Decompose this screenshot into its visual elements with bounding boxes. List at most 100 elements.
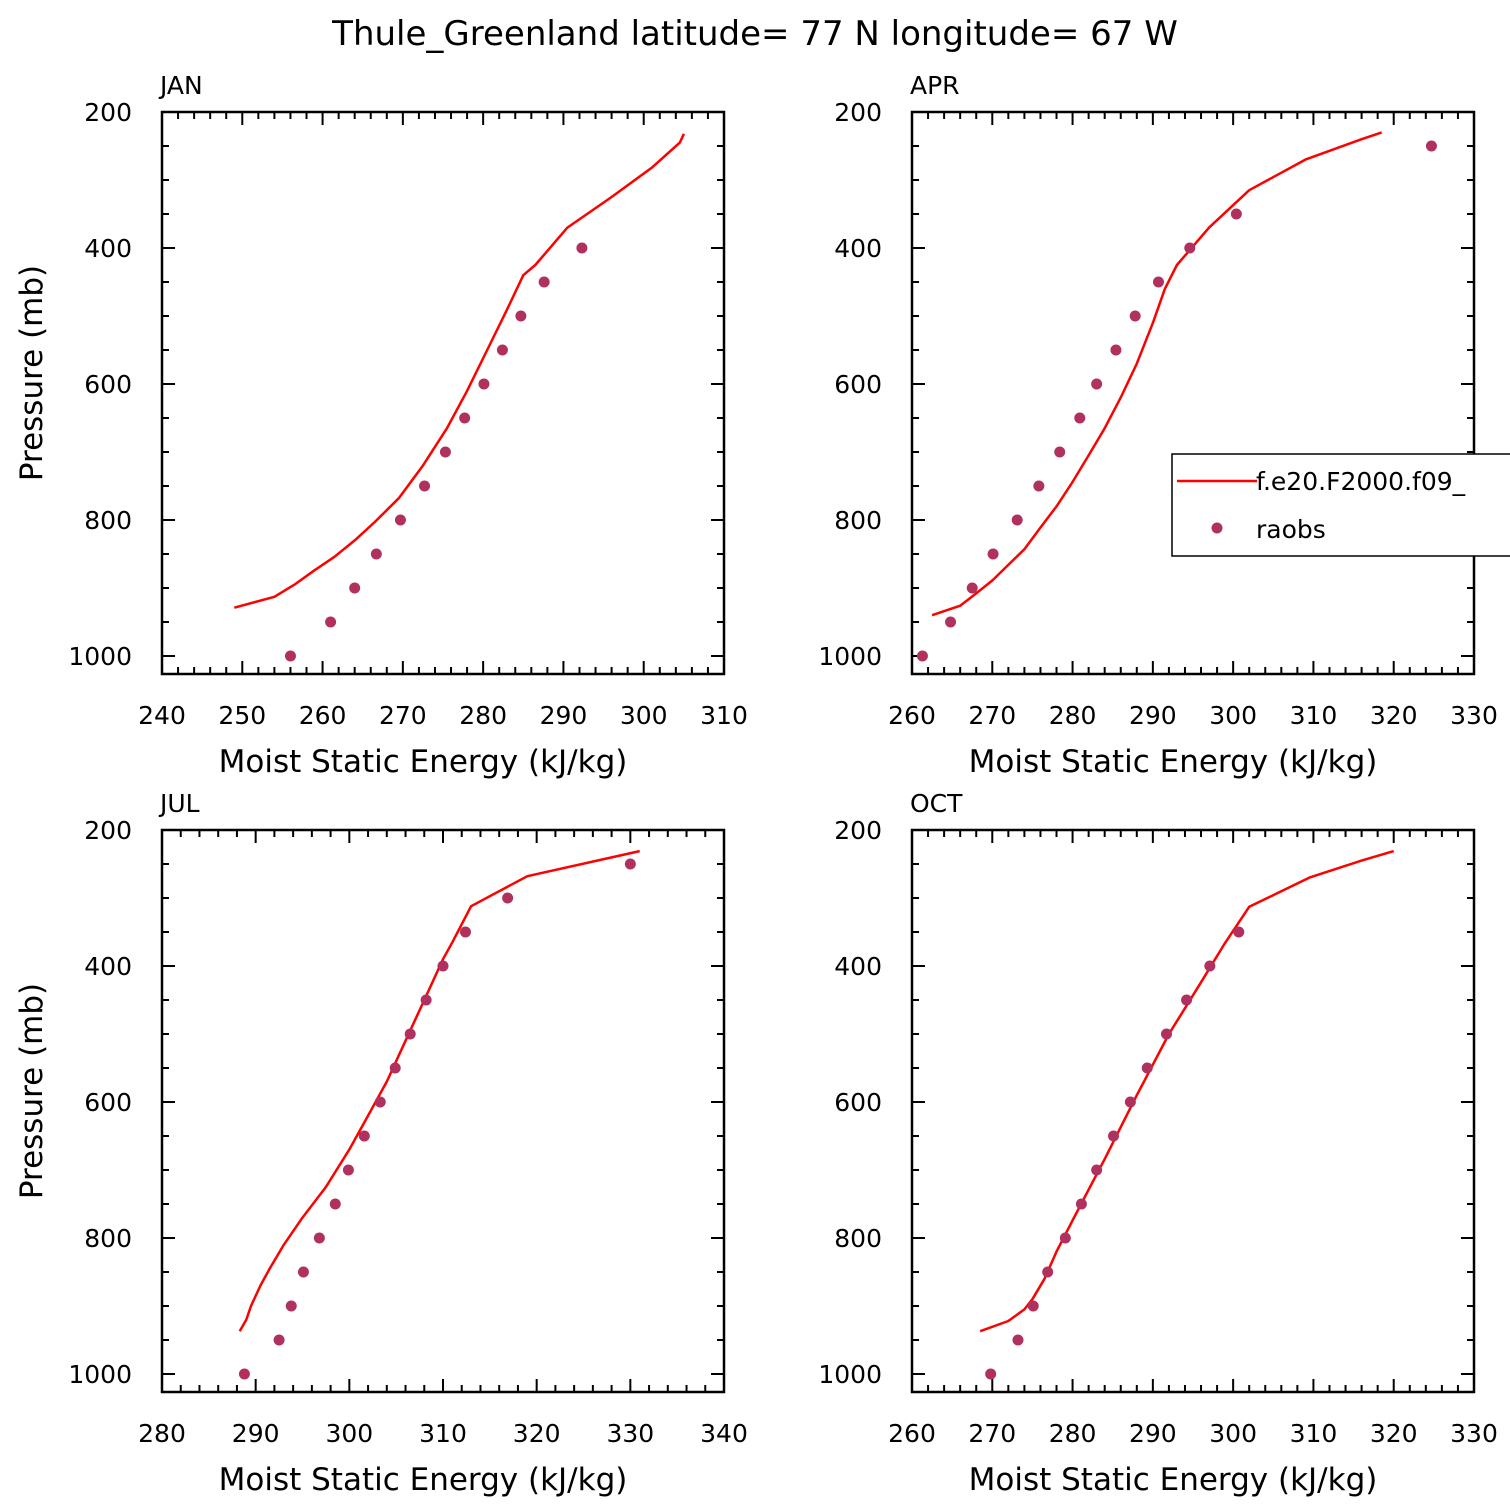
- x-tick-label: 310: [700, 701, 748, 730]
- raobs-marker: [576, 242, 588, 254]
- raobs-marker: [349, 582, 361, 594]
- y-tick-label: 400: [834, 952, 882, 981]
- raobs-marker: [420, 994, 432, 1006]
- raobs-marker: [1042, 1266, 1054, 1278]
- legend-box: [1171, 453, 1510, 557]
- x-tick-label: 300: [1209, 1419, 1257, 1448]
- x-tick-label: 320: [1370, 701, 1418, 730]
- y-tick-label: 800: [84, 1224, 132, 1253]
- x-tick-label: 270: [968, 1419, 1016, 1448]
- y-tick-label: 200: [834, 816, 882, 845]
- x-tick-label: 340: [700, 1419, 748, 1448]
- y-tick-label: 400: [834, 234, 882, 263]
- raobs-marker: [358, 1130, 370, 1142]
- raobs-marker: [1054, 446, 1066, 458]
- y-tick-label: 800: [834, 1224, 882, 1253]
- x-tick-label: 280: [459, 701, 507, 730]
- raobs-marker: [374, 1096, 386, 1108]
- raobs-marker: [502, 892, 514, 904]
- raobs-marker: [1425, 140, 1437, 152]
- raobs-marker: [342, 1164, 354, 1176]
- y-tick-label: 1000: [68, 1360, 132, 1389]
- y-tick-label: 200: [84, 816, 132, 845]
- x-axis-label: Moist Static Energy (kJ/kg): [219, 744, 628, 780]
- raobs-marker: [297, 1266, 309, 1278]
- y-axis-label: Pressure (mb): [14, 265, 50, 481]
- legend: f.e20.F2000.f09_raobs: [1171, 453, 1510, 557]
- panel-label-oct: OCT: [910, 789, 963, 818]
- y-tick-label: 600: [84, 370, 132, 399]
- panel-jan: 240 250 260 270 280 290 300 310 200 400 600 800 1000…: [14, 71, 748, 780]
- y-tick-label: 600: [834, 1088, 882, 1117]
- raobs-marker: [394, 514, 406, 526]
- panel-jul: 280 290 300 310 320 330 340 200 400 600 800 1000 JUL…: [14, 789, 748, 1498]
- x-tick-label: 290: [1129, 701, 1177, 730]
- x-tick-label: 260: [888, 1419, 936, 1448]
- panel-label-jan: JAN: [158, 71, 203, 100]
- panel-label-jul: JUL: [158, 789, 200, 818]
- raobs-marker: [404, 1028, 416, 1040]
- panels: 240 250 260 270 280 290 300 310 200 400 600 800 1000…: [14, 71, 1510, 1498]
- x-tick-label: 300: [1209, 701, 1257, 730]
- plot-frame-jul: [160, 828, 726, 1394]
- series-line-model: [233, 133, 686, 609]
- raobs-marker: [987, 548, 999, 560]
- raobs-marker: [273, 1334, 285, 1346]
- x-tick-label: 290: [232, 1419, 280, 1448]
- raobs-marker: [284, 650, 296, 662]
- raobs-marker: [1124, 1096, 1136, 1108]
- raobs-marker: [370, 548, 382, 560]
- raobs-marker: [439, 446, 451, 458]
- plot-frame-oct: [910, 828, 1476, 1394]
- panel-oct: 260 270 280 290 300 310 320 330 200 400 600 800 1000…: [818, 789, 1497, 1498]
- plot-frame-apr: [910, 110, 1476, 676]
- raobs-marker: [538, 276, 550, 288]
- raobs-marker: [1074, 412, 1086, 424]
- raobs-marker: [329, 1198, 341, 1210]
- x-tick-label: 300: [620, 701, 668, 730]
- raobs-marker: [1184, 242, 1196, 254]
- y-tick-label: 800: [84, 506, 132, 535]
- raobs-marker: [1181, 994, 1193, 1006]
- panel-apr: 260 270 280 290 300 310 320 330 200 400 600 800 1000…: [818, 71, 1510, 780]
- y-tick-label: 400: [84, 234, 132, 263]
- raobs-marker: [1204, 960, 1216, 972]
- raobs-marker: [1152, 276, 1164, 288]
- x-tick-label: 310: [1290, 1419, 1338, 1448]
- series-line-model: [931, 131, 1383, 617]
- raobs-marker: [985, 1368, 997, 1380]
- panel-label-apr: APR: [910, 71, 960, 100]
- x-tick-label: 330: [1450, 701, 1498, 730]
- x-tick-label: 260: [888, 701, 936, 730]
- data-group-oct: [979, 849, 1395, 1380]
- raobs-marker: [1027, 1300, 1039, 1312]
- x-tick-label: 320: [1370, 1419, 1418, 1448]
- raobs-marker: [1059, 1232, 1071, 1244]
- raobs-marker: [238, 1368, 250, 1380]
- series-line-model: [238, 849, 640, 1332]
- x-axis-label: Moist Static Energy (kJ/kg): [969, 1462, 1378, 1498]
- raobs-marker: [1230, 208, 1242, 220]
- raobs-marker: [916, 650, 928, 662]
- raobs-marker: [1012, 1334, 1024, 1346]
- x-axis-label: Moist Static Energy (kJ/kg): [969, 744, 1378, 780]
- x-tick-label: 290: [540, 701, 588, 730]
- x-tick-label: 310: [419, 1419, 467, 1448]
- y-tick-label: 200: [834, 98, 882, 127]
- data-group-jan: [233, 133, 686, 662]
- y-axis-label: Pressure (mb): [14, 983, 50, 1199]
- raobs-marker: [419, 480, 431, 492]
- raobs-marker: [1091, 378, 1103, 390]
- y-tick-label: 200: [84, 98, 132, 127]
- raobs-marker: [389, 1062, 401, 1074]
- raobs-marker: [313, 1232, 325, 1244]
- raobs-marker: [1011, 514, 1023, 526]
- figure-title: Thule_Greenland latitude= 77 N longitude…: [331, 14, 1178, 54]
- y-tick-label: 800: [834, 506, 882, 535]
- y-tick-label: 400: [84, 952, 132, 981]
- x-tick-label: 260: [299, 701, 347, 730]
- raobs-marker: [624, 858, 636, 870]
- raobs-marker: [1108, 1130, 1120, 1142]
- raobs-marker: [966, 582, 978, 594]
- raobs-marker: [515, 310, 527, 322]
